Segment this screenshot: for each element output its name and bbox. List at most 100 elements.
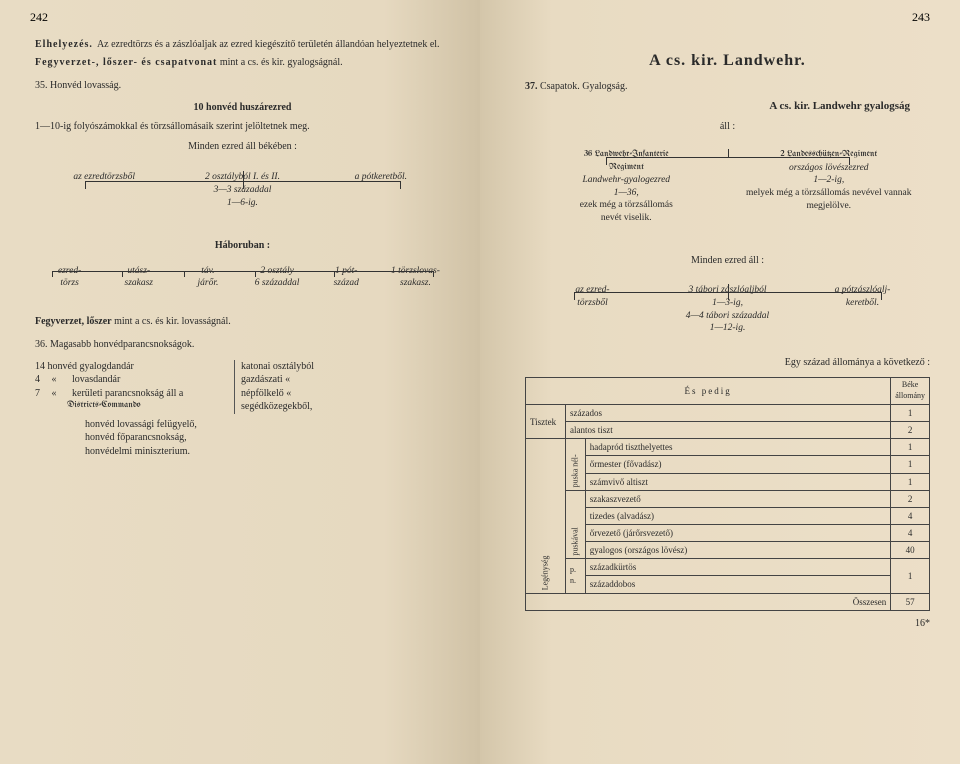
list14-left: 14 honvéd gyalogdandár 4 « lovasdandár 7… <box>35 360 244 414</box>
elhelyezes-text: Az ezredtörzs és a zászlóaljak az ezred … <box>97 38 440 52</box>
lb4: 1—36, <box>528 187 725 200</box>
lw-tree: 36 Landwehr-Infanterie Regiment Landwehr… <box>525 149 930 244</box>
wc0: ezred-törzs <box>35 265 104 291</box>
fegyverzet-text: mint a cs. és kir. gyalogságnál. <box>220 57 343 68</box>
grp-puskaval: puskával <box>566 490 586 559</box>
fegyv2-row: Fegyverzet, lőszer mint a cs. és kir. lo… <box>35 315 450 329</box>
rb4: melyek még a törzsállomás nevével vannak… <box>731 187 928 213</box>
th-espedig: És pedig <box>526 378 891 405</box>
ec0b: törzsből <box>528 297 657 310</box>
egy-szazad-label: Egy század állománya a következő : <box>525 356 930 370</box>
ec1c: 4—4 tábori századdal <box>663 310 792 323</box>
r0: százados <box>566 405 891 422</box>
wc2b: járőr. <box>175 277 240 290</box>
tc1c: 1—6-ig. <box>176 197 308 210</box>
tree-col-2: a pótkeretből. <box>312 171 450 209</box>
section-35: 35. Honvéd lovasság. <box>35 79 450 93</box>
tree-col-0: az ezredtörzsből <box>35 171 173 209</box>
s35-num: 35. <box>35 80 48 91</box>
r3v: 1 <box>891 456 930 473</box>
haboruban-label: Háboruban : <box>35 239 450 253</box>
lw-gyalogsag-title: A cs. kir. Landwehr gyalogság <box>525 99 910 114</box>
right-page: 243 A cs. kir. Landwehr. 37. Csapatok. G… <box>480 0 960 764</box>
ec2b: keretből. <box>798 297 927 310</box>
elhelyezes-label: Elhelyezés. <box>35 38 93 52</box>
l14-3d: Districts-Commando <box>67 400 244 412</box>
section-elhelyezes: Elhelyezés. Az ezredtörzs és a zászlóalj… <box>35 38 450 52</box>
ec0a: az ezred- <box>528 284 657 297</box>
wc1: utász-szakasz <box>104 265 173 291</box>
r6v: 4 <box>891 507 930 524</box>
table-row: tizedes (alvadász)4 <box>526 507 930 524</box>
rc2: népfölkelő « <box>241 387 450 401</box>
s36-title: Magasabb honvédparancsnokságok. <box>50 339 194 350</box>
page-number-left: 242 <box>30 10 48 25</box>
r2v: 1 <box>891 439 930 456</box>
r10: századdobos <box>585 576 890 593</box>
table-row: őrmester (fővadász)1 <box>526 456 930 473</box>
s37-num: 37. <box>525 81 538 92</box>
l14-2b: « <box>52 373 70 387</box>
ezred-tree: az ezred- törzsből 3 tábori zászlóaljból… <box>525 284 930 346</box>
r7: őrvezető (járőrsvezető) <box>585 525 890 542</box>
rb1: 2 Landesschützen-Regiment <box>731 149 928 161</box>
r3: őrmester (fővadász) <box>585 456 890 473</box>
lw-right-branch: 2 Landesschützen-Regiment országos lövés… <box>728 149 931 225</box>
section-37: 37. Csapatok. Gyalogság. <box>525 80 930 94</box>
total-val: 57 <box>891 593 930 610</box>
fegyv2-label: Fegyverzet, lőszer <box>35 316 112 327</box>
section-36: 36. Magasabb honvédparancsnokságok. <box>35 338 450 352</box>
l14-3c: kerületi parancsnokság áll a <box>72 388 183 399</box>
list14-block: 14 honvéd gyalogdandár 4 « lovasdandár 7… <box>35 360 450 414</box>
wc5: 1 törzslovas-szakasz. <box>381 265 450 291</box>
fegyv2-text: mint a cs. és kir. lovasságnál. <box>114 316 231 327</box>
war-tree: ezred-törzs utász-szakasz táv.járőr. 2 o… <box>35 265 450 305</box>
wc0b: törzs <box>37 277 102 290</box>
rc1: gazdászati « <box>241 373 450 387</box>
ec2a: a pótzászlóalj- <box>798 284 927 297</box>
huszar-tree: az ezredtörzsből 2 osztályból I. és II. … <box>35 171 450 229</box>
ec1d: 1—12-ig. <box>663 322 792 335</box>
section-fegyverzet: Fegyverzet-, lőszer- és csapatvonat mint… <box>35 56 450 70</box>
left-page: 242 Elhelyezés. Az ezredtörzs és a zászl… <box>0 0 480 764</box>
all-label: áll : <box>525 120 930 134</box>
table-total-row: Összesen 57 <box>526 593 930 610</box>
r9v: 1 <box>891 559 930 593</box>
right-content: A cs. kir. Landwehr. 37. Csapatok. Gyalo… <box>525 50 930 630</box>
page-number-right: 243 <box>912 10 930 25</box>
wc4: 1 pót-század <box>312 265 381 291</box>
rc3: segédközegekből, <box>241 400 450 414</box>
total-label: Összesen <box>526 593 891 610</box>
l14-3: 7 « kerületi parancsnokság áll a <box>35 387 244 401</box>
lb3: Landwehr-gyalogezred <box>528 174 725 187</box>
lb1: 36 Landwehr-Infanterie <box>528 149 725 161</box>
lb6: nevét viselik. <box>528 212 725 225</box>
wc5b: szakasz. <box>383 277 448 290</box>
r8v: 40 <box>891 542 930 559</box>
table-row: p. n. századkürtös 1 <box>526 559 930 576</box>
allomany-table: És pedig Béke állomány Tisztek százados … <box>525 377 930 610</box>
th-beke: Béke állomány <box>891 378 930 405</box>
t1: honvéd főparancsnokság, <box>85 431 450 445</box>
r1: alantos tiszt <box>566 422 891 439</box>
l14-2c: lovasdandár <box>72 374 120 385</box>
minden2-label: Minden ezred áll : <box>525 254 930 268</box>
rb3: 1—2-ig, <box>731 174 928 187</box>
wc1b: szakasz <box>106 277 171 290</box>
grp-legenyseg: Legénység <box>526 439 566 593</box>
list14-right: katonai osztályból gazdászati « népfölke… <box>234 360 450 414</box>
r2: hadapród tiszthelyettes <box>585 439 890 456</box>
t2: honvédelmi miniszterium. <box>85 445 450 459</box>
l14-1: 14 honvéd gyalogdandár <box>35 360 244 374</box>
huszar-title: 10 honvéd huszárezred <box>35 101 450 115</box>
r5: szakaszvezető <box>585 490 890 507</box>
huszar-minden: Minden ezred áll békében : <box>35 140 450 154</box>
wc4b: század <box>314 277 379 290</box>
r6: tizedes (alvadász) <box>585 507 890 524</box>
s36-num: 36. <box>35 339 48 350</box>
r9: századkürtös <box>585 559 890 576</box>
l14-2: 4 « lovasdandár <box>35 373 244 387</box>
r1v: 2 <box>891 422 930 439</box>
grp-puska-nel: puska nél- <box>566 439 586 490</box>
t0: honvéd lovassági felügyelő, <box>85 418 450 432</box>
